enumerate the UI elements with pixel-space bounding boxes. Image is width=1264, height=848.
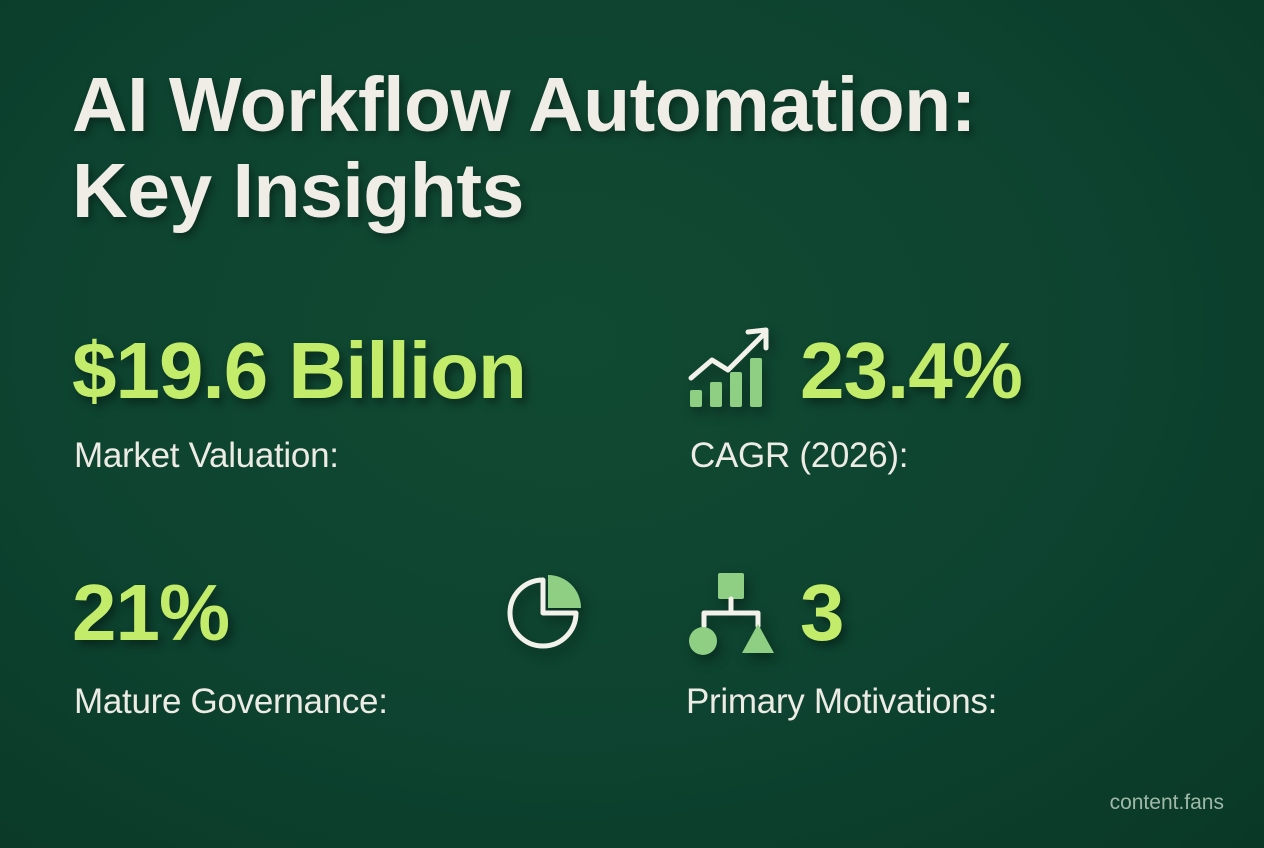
motivations-label: Primary Motivations: [686,682,998,721]
governance-value: 21% [72,568,230,657]
growth-bar-chart-icon [688,327,769,407]
motivations-value: 3 [800,568,844,657]
pie-chart-icon [507,575,581,649]
market-valuation-value: $19.6 Billion [72,326,527,415]
title-line-2: Key Insights [72,148,524,234]
market-valuation-label: Market Valuation: [74,436,339,475]
hierarchy-shapes-icon [689,573,774,655]
cagr-value: 23.4% [800,326,1023,415]
title-line-1: AI Workflow Automation: [72,62,976,148]
governance-label: Mature Governance: [74,682,388,721]
cagr-label: CAGR (2026): [690,436,909,475]
page-title: AI Workflow Automation: Key Insights [72,62,1222,234]
watermark: content.fans [1109,791,1224,814]
